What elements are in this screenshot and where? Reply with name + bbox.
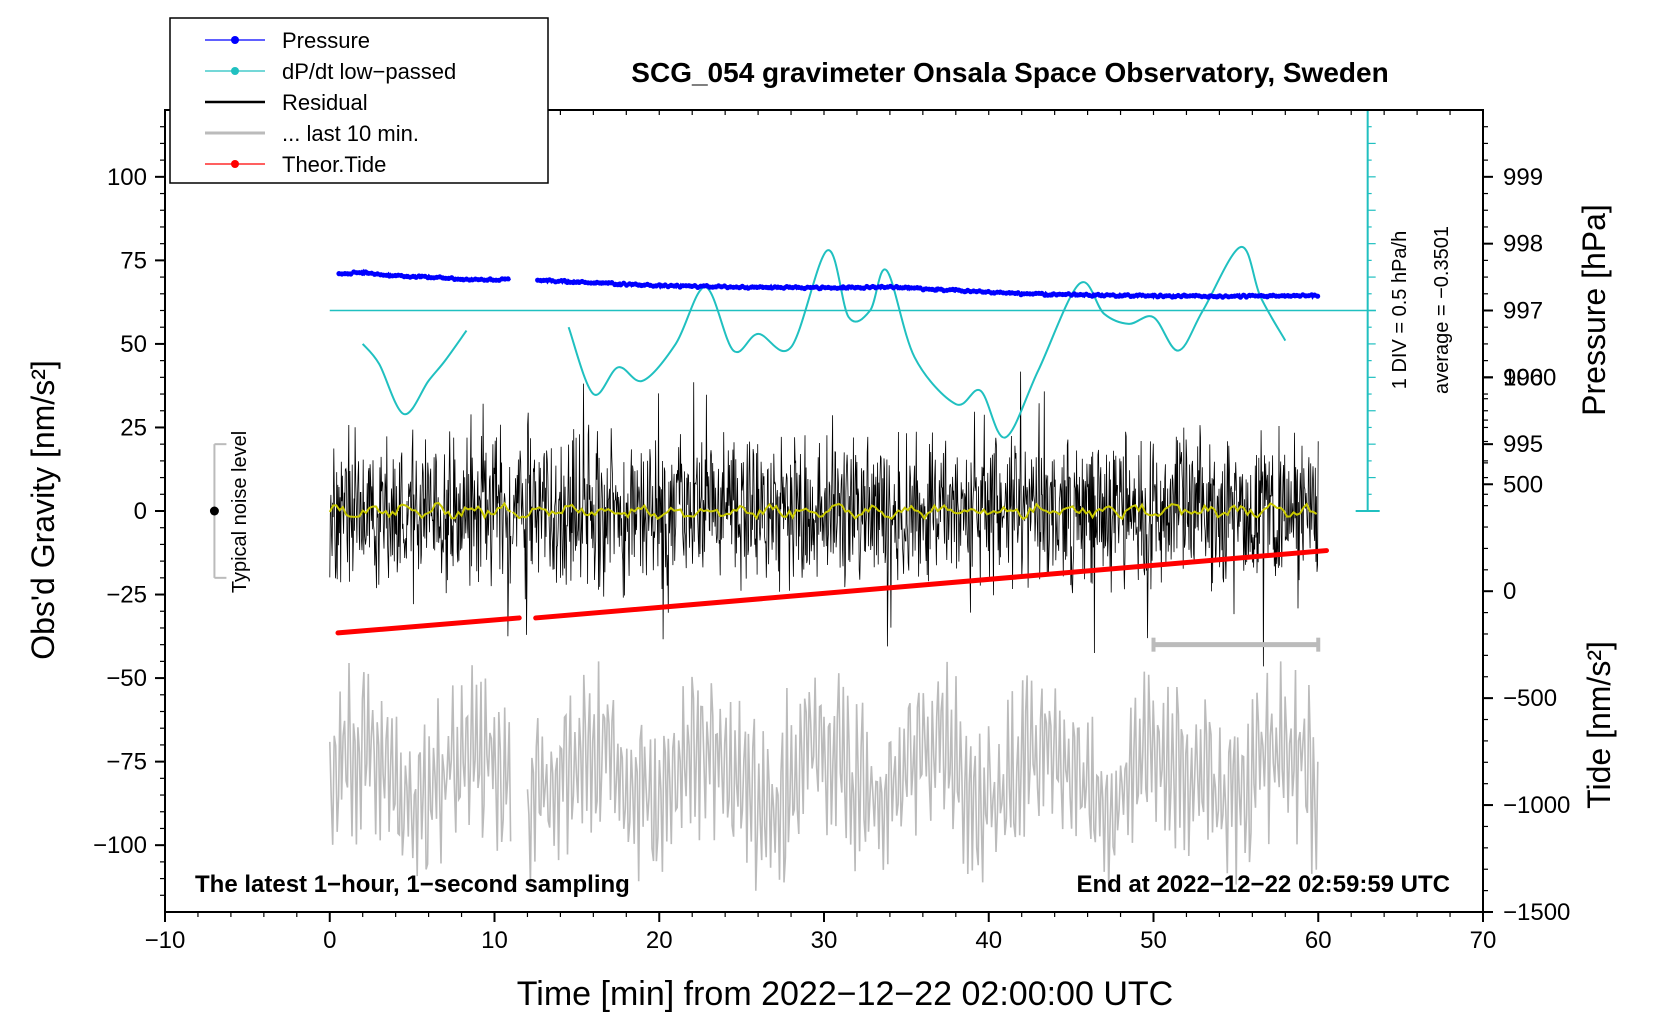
legend-entry-residual: Residual [205,90,368,115]
residual-line [512,371,1319,667]
legend-box [169,17,549,184]
dpdt-series [329,110,1380,512]
y-axis-label-tide: Tide [nm/s²] [1581,641,1617,809]
tide-tick-label: 1000 [1503,364,1556,391]
pressure-point [505,276,511,282]
x-tick-label: 40 [975,927,1002,954]
pressure-tick-label: 997 [1503,298,1543,325]
y-axis-label-left: Obs'd Gravity [nm/s²] [25,360,61,660]
x-tick-label: 60 [1305,927,1332,954]
pressure-tick-label: 996 [1503,364,1543,391]
y-tick-label-left: 25 [120,414,147,441]
tide-tick-label: 500 [1503,471,1543,498]
y-tick-label-left: −100 [93,832,147,859]
scale-annotation-average: average = −0.3501 [1431,226,1453,394]
noise-level-marker [209,506,219,516]
legend-label-residual: Residual [282,90,368,115]
legend-entry-dpdt: dP/dt low−passed [205,59,456,84]
tide-tick-label: −1500 [1503,899,1570,926]
pressure-tick-label: 995 [1503,431,1543,458]
legend-entry-tide: Theor.Tide [205,152,386,177]
tide-tick-label: −1000 [1503,792,1570,819]
legend-marker-tide [231,160,239,168]
x-tick-label: 50 [1140,927,1167,954]
x-tick-label: −10 [145,927,186,954]
last10-line [329,662,512,877]
y-tick-label-left: 50 [120,331,147,358]
tide-line [335,615,522,636]
residual-smoothed-line [511,502,1318,521]
legend-label-pressure: Pressure [282,28,370,53]
x-axis-label: Time [min] from 2022−12−22 02:00:00 UTC [517,975,1173,1013]
residual-series [329,371,1319,667]
y-tick-label-left: 100 [107,164,147,191]
tide-line [533,548,1329,621]
last10-line [526,661,1319,891]
y-tick-label-left: −75 [106,749,147,776]
legend-entry-last10: ... last 10 min. [205,121,419,146]
pressure-point [1315,293,1321,299]
x-tick-label: 0 [323,927,336,954]
pressure-tick-label: 999 [1503,164,1543,191]
residual-line [329,403,512,637]
chart-title: SCG_054 gravimeter Onsala Space Observat… [631,57,1388,88]
legend: Pressure dP/dt low−passed Residual ... l… [169,17,549,184]
pressure-tick-label: 998 [1503,231,1543,258]
axes: −10 0 10 20 30 40 50 60 701007550250−25−50−75−10… [93,110,1570,954]
y-tick-label-left: −25 [106,582,147,609]
annotation-marks [209,443,1321,652]
last10-series [329,661,1319,891]
footer-sampling: The latest 1−hour, 1−second sampling [195,871,630,898]
dpdt-line [361,330,468,416]
legend-entry-pressure: Pressure [205,28,370,53]
legend-label-tide: Theor.Tide [282,152,386,177]
theor-tide-series [335,548,1329,636]
noise-level-label: Typical noise level [229,431,251,593]
legend-marker-dpdt [231,67,239,75]
y-axis-label-pressure: Pressure [hPa] [1576,204,1612,416]
x-tick-label: 30 [811,927,838,954]
footer-end-time: End at 2022−12−22 02:59:59 UTC [1076,871,1450,898]
pressure-series [336,268,1321,300]
legend-marker-pressure [231,36,239,44]
y-tick-label-left: −50 [106,665,147,692]
tide-tick-label: −500 [1503,685,1557,712]
y-tick-label-left: 75 [120,247,147,274]
legend-label-dpdt: dP/dt low−passed [282,59,456,84]
dpdt-line [567,246,1287,439]
residual-smoothed-line [328,501,512,520]
y-tick-label-left: 0 [134,498,147,525]
legend-label-last10: ... last 10 min. [282,121,419,146]
tide-tick-label: 0 [1503,578,1516,605]
x-tick-label: 70 [1470,927,1497,954]
scale-annotation-div: 1 DIV = 0.5 hPa/h [1389,231,1411,389]
residual-smoothed-series [328,501,1318,521]
x-tick-label: 20 [646,927,673,954]
x-tick-label: 10 [481,927,508,954]
